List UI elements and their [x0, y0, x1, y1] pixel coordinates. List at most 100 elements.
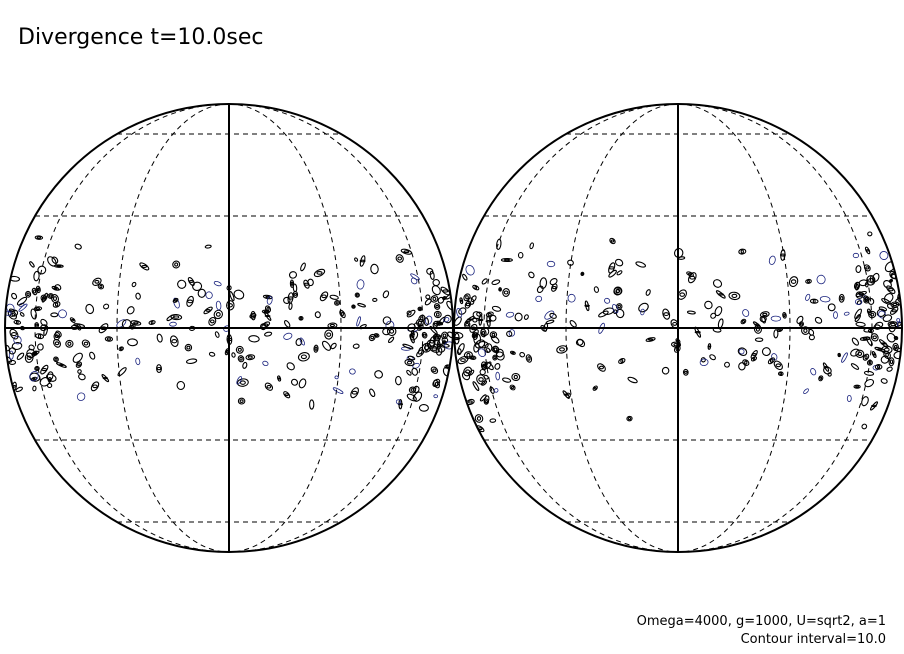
contour-line	[888, 357, 895, 367]
contour-line	[150, 320, 154, 325]
contour-line	[614, 258, 624, 267]
contour-line	[135, 357, 141, 366]
contour-line	[370, 335, 375, 340]
contour-line	[495, 371, 501, 381]
contour-line	[513, 374, 518, 380]
contour-line	[339, 309, 346, 319]
contour-line	[300, 262, 306, 272]
contour-line	[472, 317, 478, 323]
contour-line	[859, 336, 871, 341]
contour-line	[481, 330, 486, 336]
contour-line	[759, 315, 767, 323]
contour-line	[615, 289, 620, 294]
contour-line	[177, 279, 187, 289]
contour-line	[465, 369, 471, 374]
contour-line	[58, 309, 67, 319]
contour-line	[173, 299, 178, 302]
contour-line	[779, 253, 786, 257]
contour-line	[584, 304, 590, 307]
contour-line	[213, 309, 224, 320]
contour-line	[94, 279, 100, 284]
contour-line	[231, 352, 236, 358]
contour-line	[412, 362, 420, 369]
contour-line	[460, 358, 466, 363]
contour-line	[867, 298, 875, 305]
contour-line	[892, 342, 899, 352]
contour-line	[714, 306, 723, 317]
contour-line	[187, 299, 194, 304]
contour-line	[559, 347, 565, 352]
contour-line	[435, 304, 439, 309]
contour-line	[476, 311, 483, 317]
contour-line	[48, 294, 53, 298]
contour-line	[798, 321, 804, 327]
contour-line	[118, 346, 124, 352]
contour-line	[458, 307, 467, 315]
contour-line	[773, 360, 783, 371]
contour-line	[192, 281, 203, 291]
contour-line	[324, 329, 334, 340]
contour-line	[878, 306, 888, 312]
contour-line	[887, 302, 894, 310]
contour-line	[598, 365, 605, 370]
contour-line	[55, 362, 67, 368]
contour-line	[411, 367, 419, 376]
contour-line	[618, 358, 626, 364]
contour-line	[354, 292, 360, 298]
contour-line	[474, 285, 478, 290]
contour-line	[767, 357, 775, 365]
contour-line	[883, 350, 891, 360]
contour-line	[13, 335, 22, 345]
contour-line	[104, 336, 114, 342]
contour-line	[661, 366, 670, 375]
contour-line	[493, 388, 499, 393]
contour-line	[883, 293, 894, 303]
contour-line	[284, 393, 289, 397]
contour-line	[127, 338, 138, 347]
contour-line	[489, 386, 495, 394]
contour-line	[355, 293, 359, 297]
contour-line	[738, 348, 745, 355]
contour-line	[374, 334, 379, 337]
contour-line	[288, 271, 298, 279]
contour-line	[870, 312, 875, 317]
contour-line	[823, 366, 832, 375]
contour-line	[350, 387, 359, 399]
contour-line	[704, 300, 713, 310]
contour-line	[514, 312, 523, 322]
contour-line	[98, 323, 109, 334]
contour-line	[351, 304, 356, 309]
contour-line	[893, 335, 899, 341]
contour-line	[866, 275, 876, 286]
contour-line	[34, 365, 40, 372]
contour-line	[865, 266, 870, 270]
contour-line	[463, 351, 473, 359]
contour-line	[431, 347, 438, 351]
contour-line	[97, 283, 105, 290]
contour-line	[864, 296, 868, 301]
contour-line	[410, 333, 415, 336]
contour-line	[498, 288, 502, 291]
contour-line	[827, 303, 836, 312]
contour-line	[214, 331, 220, 338]
contour-line	[141, 264, 148, 268]
contour-line	[868, 361, 872, 365]
contour-line	[292, 283, 298, 293]
contour-line	[442, 296, 447, 301]
contour-line	[489, 418, 497, 423]
contour-line	[369, 388, 376, 398]
contour-line	[473, 334, 478, 338]
contour-line	[476, 416, 482, 421]
contour-line	[617, 304, 621, 309]
contour-line	[850, 363, 860, 370]
contour-line	[740, 249, 744, 254]
contour-line	[751, 353, 757, 356]
contour-line	[432, 368, 437, 372]
contour-line	[500, 257, 513, 263]
contour-line	[352, 343, 360, 349]
contour-line	[247, 355, 253, 359]
contour-line	[472, 284, 480, 291]
contour-line	[459, 299, 464, 302]
contour-line	[790, 279, 797, 284]
contour-line	[309, 399, 315, 410]
